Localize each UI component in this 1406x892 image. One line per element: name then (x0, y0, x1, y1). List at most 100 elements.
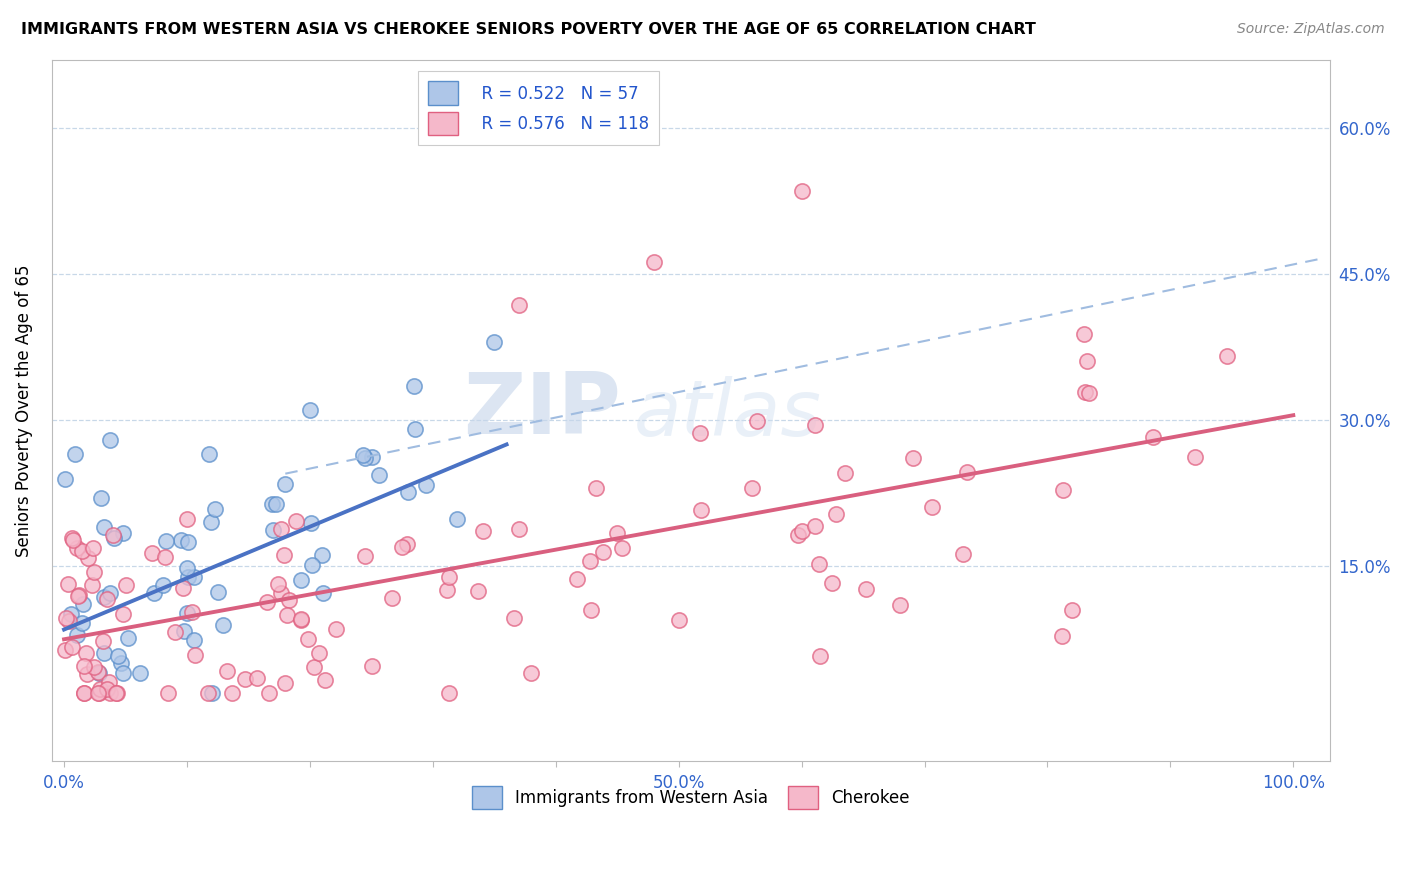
Point (1050, 628, 1073, 642)
Point (1078, 386, 1101, 401)
Point (176, 561, 198, 575)
Point (585, 481, 607, 495)
Point (207, 585, 229, 599)
Point (89, 681, 111, 696)
Point (112, 607, 135, 621)
Point (484, 335, 506, 350)
Point (741, 481, 763, 495)
Point (97, 675, 120, 690)
Point (105, 686, 128, 700)
Point (889, 598, 911, 612)
Point (221, 686, 243, 700)
Point (299, 516, 322, 531)
Point (804, 417, 827, 432)
Point (163, 625, 186, 640)
Point (107, 686, 129, 700)
Point (381, 591, 404, 605)
Point (579, 603, 602, 617)
Point (508, 522, 530, 536)
Point (302, 660, 325, 674)
Point (65, 447, 87, 461)
Point (87, 686, 110, 700)
Point (157, 686, 180, 700)
Point (72, 597, 94, 611)
Point (274, 476, 297, 491)
Point (404, 421, 426, 435)
Point (689, 426, 711, 441)
Point (212, 618, 235, 632)
Point (311, 586, 333, 600)
Point (200, 686, 222, 700)
Point (808, 648, 831, 663)
Point (567, 573, 589, 587)
Point (612, 541, 634, 555)
Point (110, 656, 132, 670)
Point (93, 520, 115, 534)
Point (55, 611, 77, 625)
Point (439, 570, 461, 584)
Point (173, 624, 195, 638)
Point (745, 414, 768, 428)
Point (290, 612, 312, 626)
Point (262, 523, 284, 537)
Point (73, 686, 96, 700)
Point (60, 640, 83, 655)
Point (277, 593, 299, 607)
Point (503, 610, 526, 624)
Point (83, 565, 105, 579)
Point (790, 184, 813, 198)
Point (98, 433, 121, 447)
Point (353, 549, 375, 563)
Point (141, 546, 163, 560)
Point (1216, 349, 1239, 363)
Point (129, 666, 152, 681)
Point (361, 450, 384, 464)
Point (176, 512, 198, 526)
Point (1074, 385, 1097, 400)
Point (290, 613, 312, 627)
Point (792, 524, 814, 538)
Point (446, 512, 468, 526)
Point (204, 502, 226, 516)
Point (233, 672, 256, 686)
Point (66, 541, 89, 556)
Point (311, 548, 333, 562)
Text: atlas: atlas (634, 376, 821, 452)
Point (53, 471, 76, 485)
Point (117, 631, 139, 645)
Point (855, 582, 877, 597)
Point (98, 585, 121, 599)
Point (508, 298, 530, 312)
Point (395, 537, 418, 551)
Point (80, 578, 103, 592)
Point (67, 589, 90, 603)
Point (301, 558, 323, 572)
Point (90, 491, 112, 505)
Point (1052, 483, 1074, 497)
Legend: Immigrants from Western Asia, Cherokee: Immigrants from Western Asia, Cherokee (465, 779, 917, 816)
Point (520, 666, 543, 681)
Point (668, 613, 690, 627)
Point (103, 531, 125, 545)
Point (921, 500, 943, 515)
Point (436, 582, 458, 597)
Point (60, 532, 83, 546)
Point (260, 497, 283, 511)
Point (276, 607, 298, 622)
Point (183, 569, 205, 583)
Point (155, 533, 177, 548)
Point (578, 554, 600, 568)
Point (352, 449, 374, 463)
Point (217, 664, 239, 678)
Point (67, 588, 90, 602)
Point (56, 577, 79, 591)
Point (142, 585, 165, 599)
Point (75, 646, 97, 660)
Point (152, 578, 174, 592)
Point (77, 551, 100, 566)
Point (264, 497, 287, 511)
Point (65, 628, 87, 642)
Point (297, 632, 319, 646)
Point (808, 557, 831, 571)
Point (592, 545, 614, 559)
